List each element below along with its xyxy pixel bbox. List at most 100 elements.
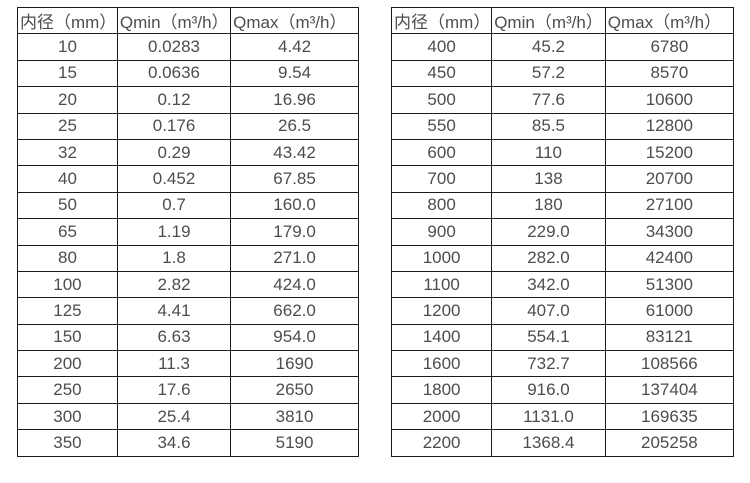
table-cell: 10600 bbox=[604, 86, 735, 114]
table-cell: 34.6 bbox=[116, 429, 232, 457]
header-row: 内径（mm） Qmin（m³/h） Qmax（m³/h） bbox=[17, 6, 359, 35]
table-cell: 600 bbox=[390, 138, 493, 167]
table-cell: 0.12 bbox=[116, 86, 232, 114]
table-cell: 61000 bbox=[604, 297, 735, 325]
table-cell: 1.8 bbox=[116, 244, 232, 272]
table-row: 1100 342.0 51300 bbox=[390, 270, 735, 299]
table-cell: 57.2 bbox=[491, 59, 606, 88]
table-row: 500 77.6 10600 bbox=[390, 86, 735, 114]
table-row: 1200 407.0 61000 bbox=[390, 297, 735, 325]
table-row: 350 34.6 5190 bbox=[17, 429, 359, 457]
table-cell: 138 bbox=[491, 165, 606, 193]
table-row: 80 1.8 271.0 bbox=[17, 244, 359, 272]
table-row: 2200 1368.4 205258 bbox=[390, 429, 735, 457]
table-cell: 169635 bbox=[604, 402, 735, 431]
table-row: 10 0.0283 4.42 bbox=[17, 33, 359, 61]
table-row: 1400 554.1 83121 bbox=[390, 323, 735, 352]
table-cell: 400 bbox=[390, 33, 493, 61]
table-cell: 4.42 bbox=[230, 33, 359, 61]
table-cell: 100 bbox=[17, 270, 118, 299]
table-cell: 6.63 bbox=[116, 323, 232, 352]
table-cell: 180 bbox=[491, 191, 606, 220]
table-row: 40 0.452 67.85 bbox=[17, 165, 359, 193]
table-cell: 4.41 bbox=[116, 297, 232, 325]
header-cell: 内径（mm） bbox=[390, 6, 493, 35]
table-cell: 300 bbox=[17, 402, 118, 431]
table-row: 65 1.19 179.0 bbox=[17, 218, 359, 246]
table-cell: 700 bbox=[390, 165, 493, 193]
table-cell: 0.452 bbox=[116, 165, 232, 193]
table-row: 400 45.2 6780 bbox=[390, 33, 735, 61]
table-cell: 1800 bbox=[390, 376, 493, 404]
table-cell: 554.1 bbox=[491, 323, 606, 352]
table-cell: 342.0 bbox=[491, 270, 606, 299]
table-cell: 229.0 bbox=[491, 218, 606, 246]
table-cell: 5190 bbox=[230, 429, 359, 457]
table-cell: 16.96 bbox=[230, 86, 359, 114]
table-cell: 51300 bbox=[604, 270, 735, 299]
table-cell: 27100 bbox=[604, 191, 735, 220]
table-cell: 85.5 bbox=[491, 112, 606, 140]
table-row: 125 4.41 662.0 bbox=[17, 297, 359, 325]
table-cell: 1368.4 bbox=[491, 429, 606, 457]
header-cell: Qmax（m³/h） bbox=[230, 6, 359, 35]
flow-rate-table-small-diameters: 内径（mm） Qmin（m³/h） Qmax（m³/h） 10 0.0283 4.42 15… bbox=[17, 6, 359, 457]
table-cell: 424.0 bbox=[230, 270, 359, 299]
table-cell: 0.176 bbox=[116, 112, 232, 140]
table-cell: 2.82 bbox=[116, 270, 232, 299]
table-cell: 954.0 bbox=[230, 323, 359, 352]
table-cell: 12800 bbox=[604, 112, 735, 140]
table-cell: 1400 bbox=[390, 323, 493, 352]
table-cell: 1100 bbox=[390, 270, 493, 299]
table-cell: 0.0283 bbox=[116, 33, 232, 61]
table-cell: 0.29 bbox=[116, 138, 232, 167]
table-cell: 8570 bbox=[604, 59, 735, 88]
table-cell: 282.0 bbox=[491, 244, 606, 272]
table-cell: 77.6 bbox=[491, 86, 606, 114]
table-cell: 1131.0 bbox=[491, 402, 606, 431]
table-cell: 65 bbox=[17, 218, 118, 246]
table-cell: 42400 bbox=[604, 244, 735, 272]
table-cell: 17.6 bbox=[116, 376, 232, 404]
header-cell: Qmin（m³/h） bbox=[491, 6, 606, 35]
table-cell: 1.19 bbox=[116, 218, 232, 246]
table-cell: 15200 bbox=[604, 138, 735, 167]
table-row: 550 85.5 12800 bbox=[390, 112, 735, 140]
table-cell: 83121 bbox=[604, 323, 735, 352]
table-row: 1800 916.0 137404 bbox=[390, 376, 735, 404]
table-cell: 67.85 bbox=[230, 165, 359, 193]
table-row: 300 25.4 3810 bbox=[17, 402, 359, 431]
table-cell: 11.3 bbox=[116, 350, 232, 378]
table-cell: 125 bbox=[17, 297, 118, 325]
table-cell: 900 bbox=[390, 218, 493, 246]
table-cell: 916.0 bbox=[491, 376, 606, 404]
table-cell: 34300 bbox=[604, 218, 735, 246]
table-cell: 205258 bbox=[604, 429, 735, 457]
table-row: 100 2.82 424.0 bbox=[17, 270, 359, 299]
table-row: 150 6.63 954.0 bbox=[17, 323, 359, 352]
table-cell: 179.0 bbox=[230, 218, 359, 246]
table-cell: 800 bbox=[390, 191, 493, 220]
flow-rate-table-large-diameters: 内径（mm） Qmin（m³/h） Qmax（m³/h） 400 45.2 6780 450… bbox=[390, 6, 735, 457]
table-cell: 25.4 bbox=[116, 402, 232, 431]
header-row: 内径（mm） Qmin（m³/h） Qmax（m³/h） bbox=[390, 6, 735, 35]
table-row: 1600 732.7 108566 bbox=[390, 350, 735, 378]
table-row: 600 110 15200 bbox=[390, 138, 735, 167]
table-cell: 732.7 bbox=[491, 350, 606, 378]
table-cell: 350 bbox=[17, 429, 118, 457]
table-cell: 150 bbox=[17, 323, 118, 352]
table-cell: 160.0 bbox=[230, 191, 359, 220]
table-cell: 200 bbox=[17, 350, 118, 378]
table-cell: 32 bbox=[17, 138, 118, 167]
table-cell: 0.7 bbox=[116, 191, 232, 220]
table-cell: 80 bbox=[17, 244, 118, 272]
table-cell: 662.0 bbox=[230, 297, 359, 325]
table-row: 250 17.6 2650 bbox=[17, 376, 359, 404]
table-cell: 1000 bbox=[390, 244, 493, 272]
table-row: 450 57.2 8570 bbox=[390, 59, 735, 88]
table-cell: 137404 bbox=[604, 376, 735, 404]
table-cell: 0.0636 bbox=[116, 59, 232, 88]
table-row: 50 0.7 160.0 bbox=[17, 191, 359, 220]
table-cell: 108566 bbox=[604, 350, 735, 378]
table-cell: 20700 bbox=[604, 165, 735, 193]
